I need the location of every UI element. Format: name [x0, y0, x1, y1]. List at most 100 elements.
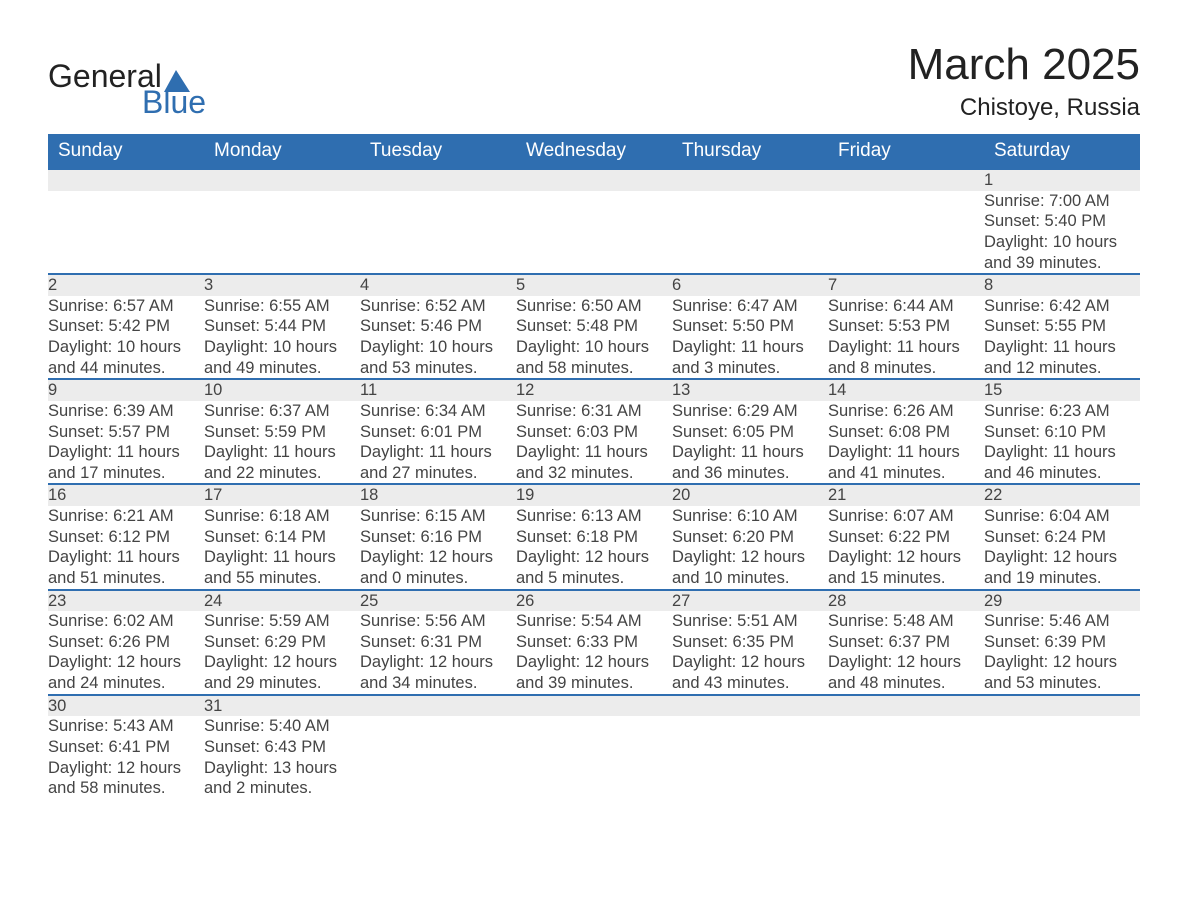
day-data-cell: Sunrise: 6:02 AMSunset: 6:26 PMDaylight:… — [48, 611, 204, 695]
day-data-cell: Sunrise: 6:29 AMSunset: 6:05 PMDaylight:… — [672, 401, 828, 485]
day-info-line: Sunset: 6:22 PM — [828, 527, 984, 548]
month-title: March 2025 — [908, 40, 1140, 90]
day-info-line: Daylight: 11 hours — [984, 442, 1140, 463]
day-number-cell: 12 — [516, 379, 672, 401]
day-info-line: Daylight: 11 hours — [828, 337, 984, 358]
day-info-line: Sunrise: 6:55 AM — [204, 296, 360, 317]
day-data-cell: Sunrise: 6:15 AMSunset: 6:16 PMDaylight:… — [360, 506, 516, 590]
day-info-line: and 39 minutes. — [516, 673, 672, 694]
day-data-cell: Sunrise: 6:39 AMSunset: 5:57 PMDaylight:… — [48, 401, 204, 485]
day-data-cell: Sunrise: 6:57 AMSunset: 5:42 PMDaylight:… — [48, 296, 204, 380]
day-info-line: and 46 minutes. — [984, 463, 1140, 484]
day-info-line: Sunrise: 7:00 AM — [984, 191, 1140, 212]
day-number-cell: 8 — [984, 274, 1140, 296]
day-info-line: Sunset: 6:33 PM — [516, 632, 672, 653]
day-data-cell: Sunrise: 5:46 AMSunset: 6:39 PMDaylight:… — [984, 611, 1140, 695]
day-number-cell: 5 — [516, 274, 672, 296]
day-data-cell: Sunrise: 6:26 AMSunset: 6:08 PMDaylight:… — [828, 401, 984, 485]
day-info-line: Sunrise: 6:42 AM — [984, 296, 1140, 317]
day-info-line: and 8 minutes. — [828, 358, 984, 379]
day-data-cell — [828, 716, 984, 799]
day-info-line: Daylight: 11 hours — [48, 547, 204, 568]
day-info-line: Sunrise: 5:48 AM — [828, 611, 984, 632]
day-info-line: Daylight: 12 hours — [672, 652, 828, 673]
day-info-line: Daylight: 11 hours — [204, 547, 360, 568]
day-number-cell: 23 — [48, 590, 204, 612]
day-info-line: and 53 minutes. — [984, 673, 1140, 694]
day-info-line: Sunrise: 6:13 AM — [516, 506, 672, 527]
col-thursday: Thursday — [672, 134, 828, 169]
day-data-cell: Sunrise: 6:31 AMSunset: 6:03 PMDaylight:… — [516, 401, 672, 485]
col-tuesday: Tuesday — [360, 134, 516, 169]
day-info-line: Daylight: 12 hours — [828, 652, 984, 673]
day-info-line: Sunrise: 6:47 AM — [672, 296, 828, 317]
day-number-cell: 6 — [672, 274, 828, 296]
day-info-line: and 17 minutes. — [48, 463, 204, 484]
day-info-line: Daylight: 12 hours — [48, 652, 204, 673]
day-data-cell — [516, 191, 672, 275]
day-info-line: and 22 minutes. — [204, 463, 360, 484]
day-info-line: Sunrise: 6:10 AM — [672, 506, 828, 527]
day-info-line: Daylight: 10 hours — [360, 337, 516, 358]
day-info-line: Daylight: 10 hours — [984, 232, 1140, 253]
day-data-cell: Sunrise: 5:40 AMSunset: 6:43 PMDaylight:… — [204, 716, 360, 799]
day-info-line: Sunrise: 5:43 AM — [48, 716, 204, 737]
day-info-line: Sunrise: 5:54 AM — [516, 611, 672, 632]
day-data-cell: Sunrise: 6:42 AMSunset: 5:55 PMDaylight:… — [984, 296, 1140, 380]
day-info-line: and 29 minutes. — [204, 673, 360, 694]
day-info-line: and 41 minutes. — [828, 463, 984, 484]
day-data-cell: Sunrise: 6:23 AMSunset: 6:10 PMDaylight:… — [984, 401, 1140, 485]
col-monday: Monday — [204, 134, 360, 169]
day-number-cell: 30 — [48, 695, 204, 717]
day-info-line: Sunset: 5:44 PM — [204, 316, 360, 337]
day-data-cell: Sunrise: 5:56 AMSunset: 6:31 PMDaylight:… — [360, 611, 516, 695]
day-info-line: Sunset: 6:26 PM — [48, 632, 204, 653]
day-info-line: Sunset: 6:39 PM — [984, 632, 1140, 653]
day-info-line: Sunrise: 5:40 AM — [204, 716, 360, 737]
day-info-line: Daylight: 13 hours — [204, 758, 360, 779]
day-info-line: and 32 minutes. — [516, 463, 672, 484]
day-number-cell: 2 — [48, 274, 204, 296]
day-info-line: Sunset: 5:40 PM — [984, 211, 1140, 232]
day-number-cell: 15 — [984, 379, 1140, 401]
day-info-line: Sunrise: 6:29 AM — [672, 401, 828, 422]
day-data-cell: Sunrise: 5:51 AMSunset: 6:35 PMDaylight:… — [672, 611, 828, 695]
day-info-line: and 49 minutes. — [204, 358, 360, 379]
day-info-line: Sunset: 6:24 PM — [984, 527, 1140, 548]
day-number-cell — [516, 169, 672, 191]
day-info-line: Daylight: 12 hours — [360, 652, 516, 673]
day-number-cell: 4 — [360, 274, 516, 296]
day-number-cell: 16 — [48, 484, 204, 506]
header: General Blue March 2025 Chistoye, Russia — [48, 40, 1140, 122]
day-data-cell: Sunrise: 6:44 AMSunset: 5:53 PMDaylight:… — [828, 296, 984, 380]
week-data-row: Sunrise: 6:21 AMSunset: 6:12 PMDaylight:… — [48, 506, 1140, 590]
day-number-cell: 27 — [672, 590, 828, 612]
day-info-line: Sunrise: 5:51 AM — [672, 611, 828, 632]
day-info-line: Sunrise: 6:21 AM — [48, 506, 204, 527]
day-info-line: Sunrise: 6:15 AM — [360, 506, 516, 527]
day-info-line: Sunrise: 6:02 AM — [48, 611, 204, 632]
day-info-line: and 27 minutes. — [360, 463, 516, 484]
day-info-line: and 5 minutes. — [516, 568, 672, 589]
week-daynum-row: 1 — [48, 169, 1140, 191]
calendar-table: Sunday Monday Tuesday Wednesday Thursday… — [48, 134, 1140, 799]
day-number-cell — [360, 169, 516, 191]
day-data-cell: Sunrise: 6:18 AMSunset: 6:14 PMDaylight:… — [204, 506, 360, 590]
day-info-line: and 55 minutes. — [204, 568, 360, 589]
calendar-body: 1 Sunrise: 7:00 AMSunset: 5:40 PMDayligh… — [48, 169, 1140, 799]
day-number-cell: 21 — [828, 484, 984, 506]
day-info-line: and 24 minutes. — [48, 673, 204, 694]
week-daynum-row: 23242526272829 — [48, 590, 1140, 612]
day-info-line: and 12 minutes. — [984, 358, 1140, 379]
day-data-cell — [360, 191, 516, 275]
day-info-line: and 36 minutes. — [672, 463, 828, 484]
day-number-cell — [360, 695, 516, 717]
day-info-line: Daylight: 12 hours — [516, 652, 672, 673]
day-info-line: Sunset: 6:01 PM — [360, 422, 516, 443]
day-info-line: Daylight: 11 hours — [204, 442, 360, 463]
day-info-line: Sunrise: 6:39 AM — [48, 401, 204, 422]
title-block: March 2025 Chistoye, Russia — [908, 40, 1140, 122]
week-daynum-row: 2345678 — [48, 274, 1140, 296]
day-number-cell: 22 — [984, 484, 1140, 506]
day-number-cell: 1 — [984, 169, 1140, 191]
